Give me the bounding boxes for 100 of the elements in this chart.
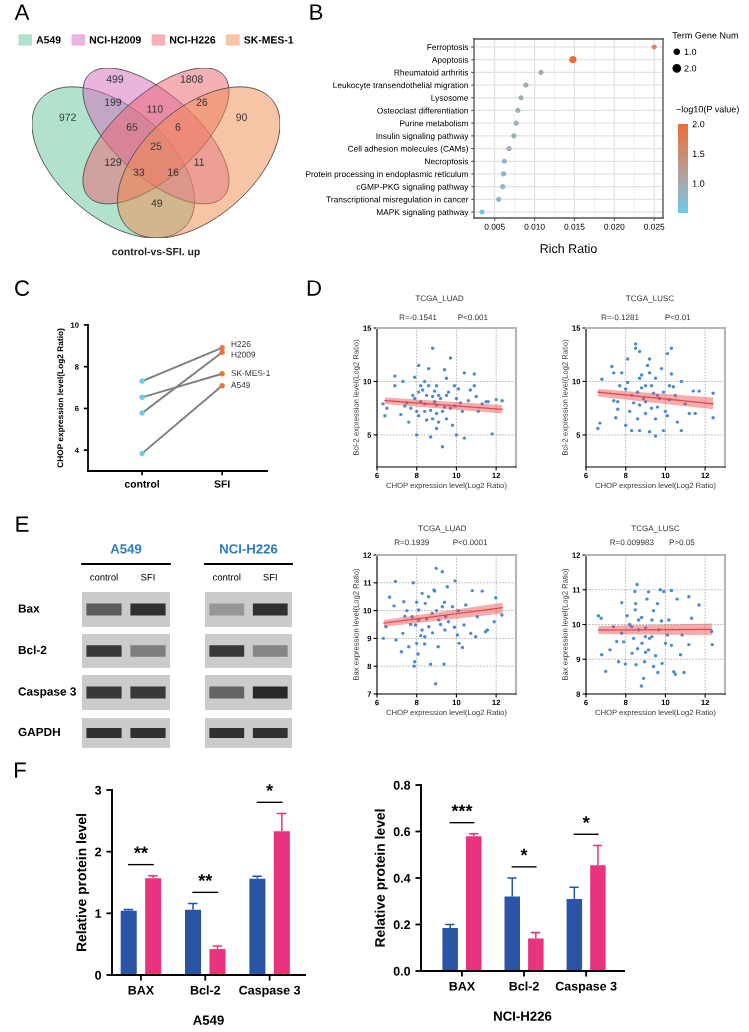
x-tick-label: 0.015 xyxy=(564,223,585,230)
category-label: SFI xyxy=(263,573,277,581)
y-tick-label: 0 xyxy=(95,970,102,980)
y-tick-label: Protein processing in endoplasmic reticulum xyxy=(306,170,468,179)
chart-title: TCGA_LUAD xyxy=(415,295,464,303)
text: R=-0.1281 xyxy=(601,314,639,321)
category-label: Caspase 3 xyxy=(18,687,76,698)
y-tick-label: Cell adhesion molecules (CAMs) xyxy=(348,145,468,154)
text: P>0.05 xyxy=(669,539,695,546)
text: 972 xyxy=(59,113,76,121)
chart-title: TCGA_LUSC xyxy=(631,525,680,533)
y-tick-label: Insulin signaling pathway xyxy=(376,132,469,141)
y-tick-label: 2 xyxy=(95,847,102,857)
y-tick-label: Purine metabolism xyxy=(400,120,468,127)
text: 65 xyxy=(126,123,138,131)
y-tick-label: 3 xyxy=(94,785,102,795)
annotation: * xyxy=(266,784,274,792)
text: P<0.001 xyxy=(458,314,488,321)
chart-title: TCGA_LUSC xyxy=(625,295,674,303)
y-tick-label: 0.2 xyxy=(393,920,411,930)
y-tick-label: Transcriptional misregulation in cancer xyxy=(326,196,469,205)
bar xyxy=(145,878,162,975)
category-label: GAPDH xyxy=(18,727,60,737)
x-tick-label: 0.010 xyxy=(524,223,545,230)
x-tick-label: BAX xyxy=(128,985,155,995)
y-tick-label: Lysosome xyxy=(431,95,469,103)
series-label: A549 xyxy=(230,382,251,388)
text: 16 xyxy=(168,168,179,176)
x-tick-label: 0.025 xyxy=(644,223,665,230)
annotation: ** xyxy=(198,874,213,882)
x-tick-label: 0.020 xyxy=(604,223,625,230)
text: D xyxy=(307,280,321,296)
category-label: control xyxy=(212,573,241,581)
y-tick-label: Apoptosis xyxy=(431,56,469,65)
color-bar-label: 1.0 xyxy=(692,180,705,187)
text: A xyxy=(14,4,30,20)
legend-title: Term Gene Num xyxy=(672,32,738,39)
text: 25 xyxy=(150,142,162,150)
annotation: ** xyxy=(133,846,148,854)
y-tick-label: Ferroptosis xyxy=(427,43,469,52)
category-label: control xyxy=(90,573,118,581)
x-tick-label: Caspase 3 xyxy=(239,985,301,998)
annotation: * xyxy=(520,848,528,856)
legend-label: NCI-H226 xyxy=(170,36,216,44)
text: 499 xyxy=(106,75,124,83)
series-label: SK-MES-1 xyxy=(231,370,270,377)
text: 90 xyxy=(236,113,247,121)
y-tick-label: 0.4 xyxy=(393,873,411,883)
x-tick-label: Bcl-2 xyxy=(190,985,221,995)
text: P<0.01 xyxy=(665,314,691,321)
category-label: SFI xyxy=(141,573,155,581)
series-label: H2009 xyxy=(231,351,256,358)
x-axis-title: Rich Ratio xyxy=(540,243,597,254)
text: 11 xyxy=(194,158,204,166)
color-bar-title: −log10(P value) xyxy=(676,105,739,115)
y-tick-label: Necroptosis xyxy=(425,158,469,166)
chart-title: TCGA_LUAD xyxy=(418,525,467,533)
text: C xyxy=(15,280,30,296)
x-tick-label: Caspase 3 xyxy=(555,981,617,994)
x-axis-title: A549 xyxy=(193,1015,224,1025)
y-tick-label: MAPK signaling pathway xyxy=(376,209,469,217)
x-tick-label: BAX xyxy=(449,981,476,991)
x-tick-label: Bcl-2 xyxy=(509,981,539,991)
bar xyxy=(209,949,226,975)
y-axis-title: Relative protein level xyxy=(374,809,388,947)
bar xyxy=(120,910,137,975)
legend-label: 1.0 xyxy=(684,48,697,56)
bar xyxy=(466,836,482,971)
text: 49 xyxy=(151,199,163,207)
text: E xyxy=(16,516,29,532)
legend-label: NCI-H2009 xyxy=(89,36,141,44)
legend-label: SK-MES-1 xyxy=(244,36,294,44)
bar xyxy=(442,927,458,971)
y-tick-label: Osteoclast differentiation xyxy=(377,107,468,114)
text: R=-0.1541 xyxy=(399,314,437,321)
text: R=0.1939 xyxy=(394,539,429,546)
text: 1808 xyxy=(180,75,203,83)
text: 129 xyxy=(105,158,122,166)
y-tick-label: 0.8 xyxy=(393,780,411,790)
text: 199 xyxy=(105,98,122,106)
y-tick-label: 1 xyxy=(95,909,102,918)
text: 33 xyxy=(133,168,145,176)
series-label: H226 xyxy=(231,341,251,348)
y-tick-label: 0.0 xyxy=(393,966,411,976)
text: R=0.009983 xyxy=(610,539,654,546)
text: 6 xyxy=(175,123,181,131)
x-tick-label: 0.005 xyxy=(484,223,505,230)
annotation: *** xyxy=(451,804,473,812)
text: NCI-H226 xyxy=(220,544,278,554)
text: control-vs-SFI. up xyxy=(112,247,200,258)
color-bar-label: 2.0 xyxy=(692,120,705,128)
category-label: Bax xyxy=(18,604,40,613)
x-axis-title: NCI-H226 xyxy=(494,1011,552,1021)
text: B xyxy=(310,4,323,20)
category-label: Bcl-2 xyxy=(18,645,47,655)
y-tick-label: 0.6 xyxy=(393,827,411,837)
bar xyxy=(249,878,266,975)
y-axis-title: CHOP expression level(Log2 Ratio) xyxy=(57,328,65,468)
annotation: * xyxy=(582,816,590,823)
color-bar-label: 1.5 xyxy=(692,150,705,158)
